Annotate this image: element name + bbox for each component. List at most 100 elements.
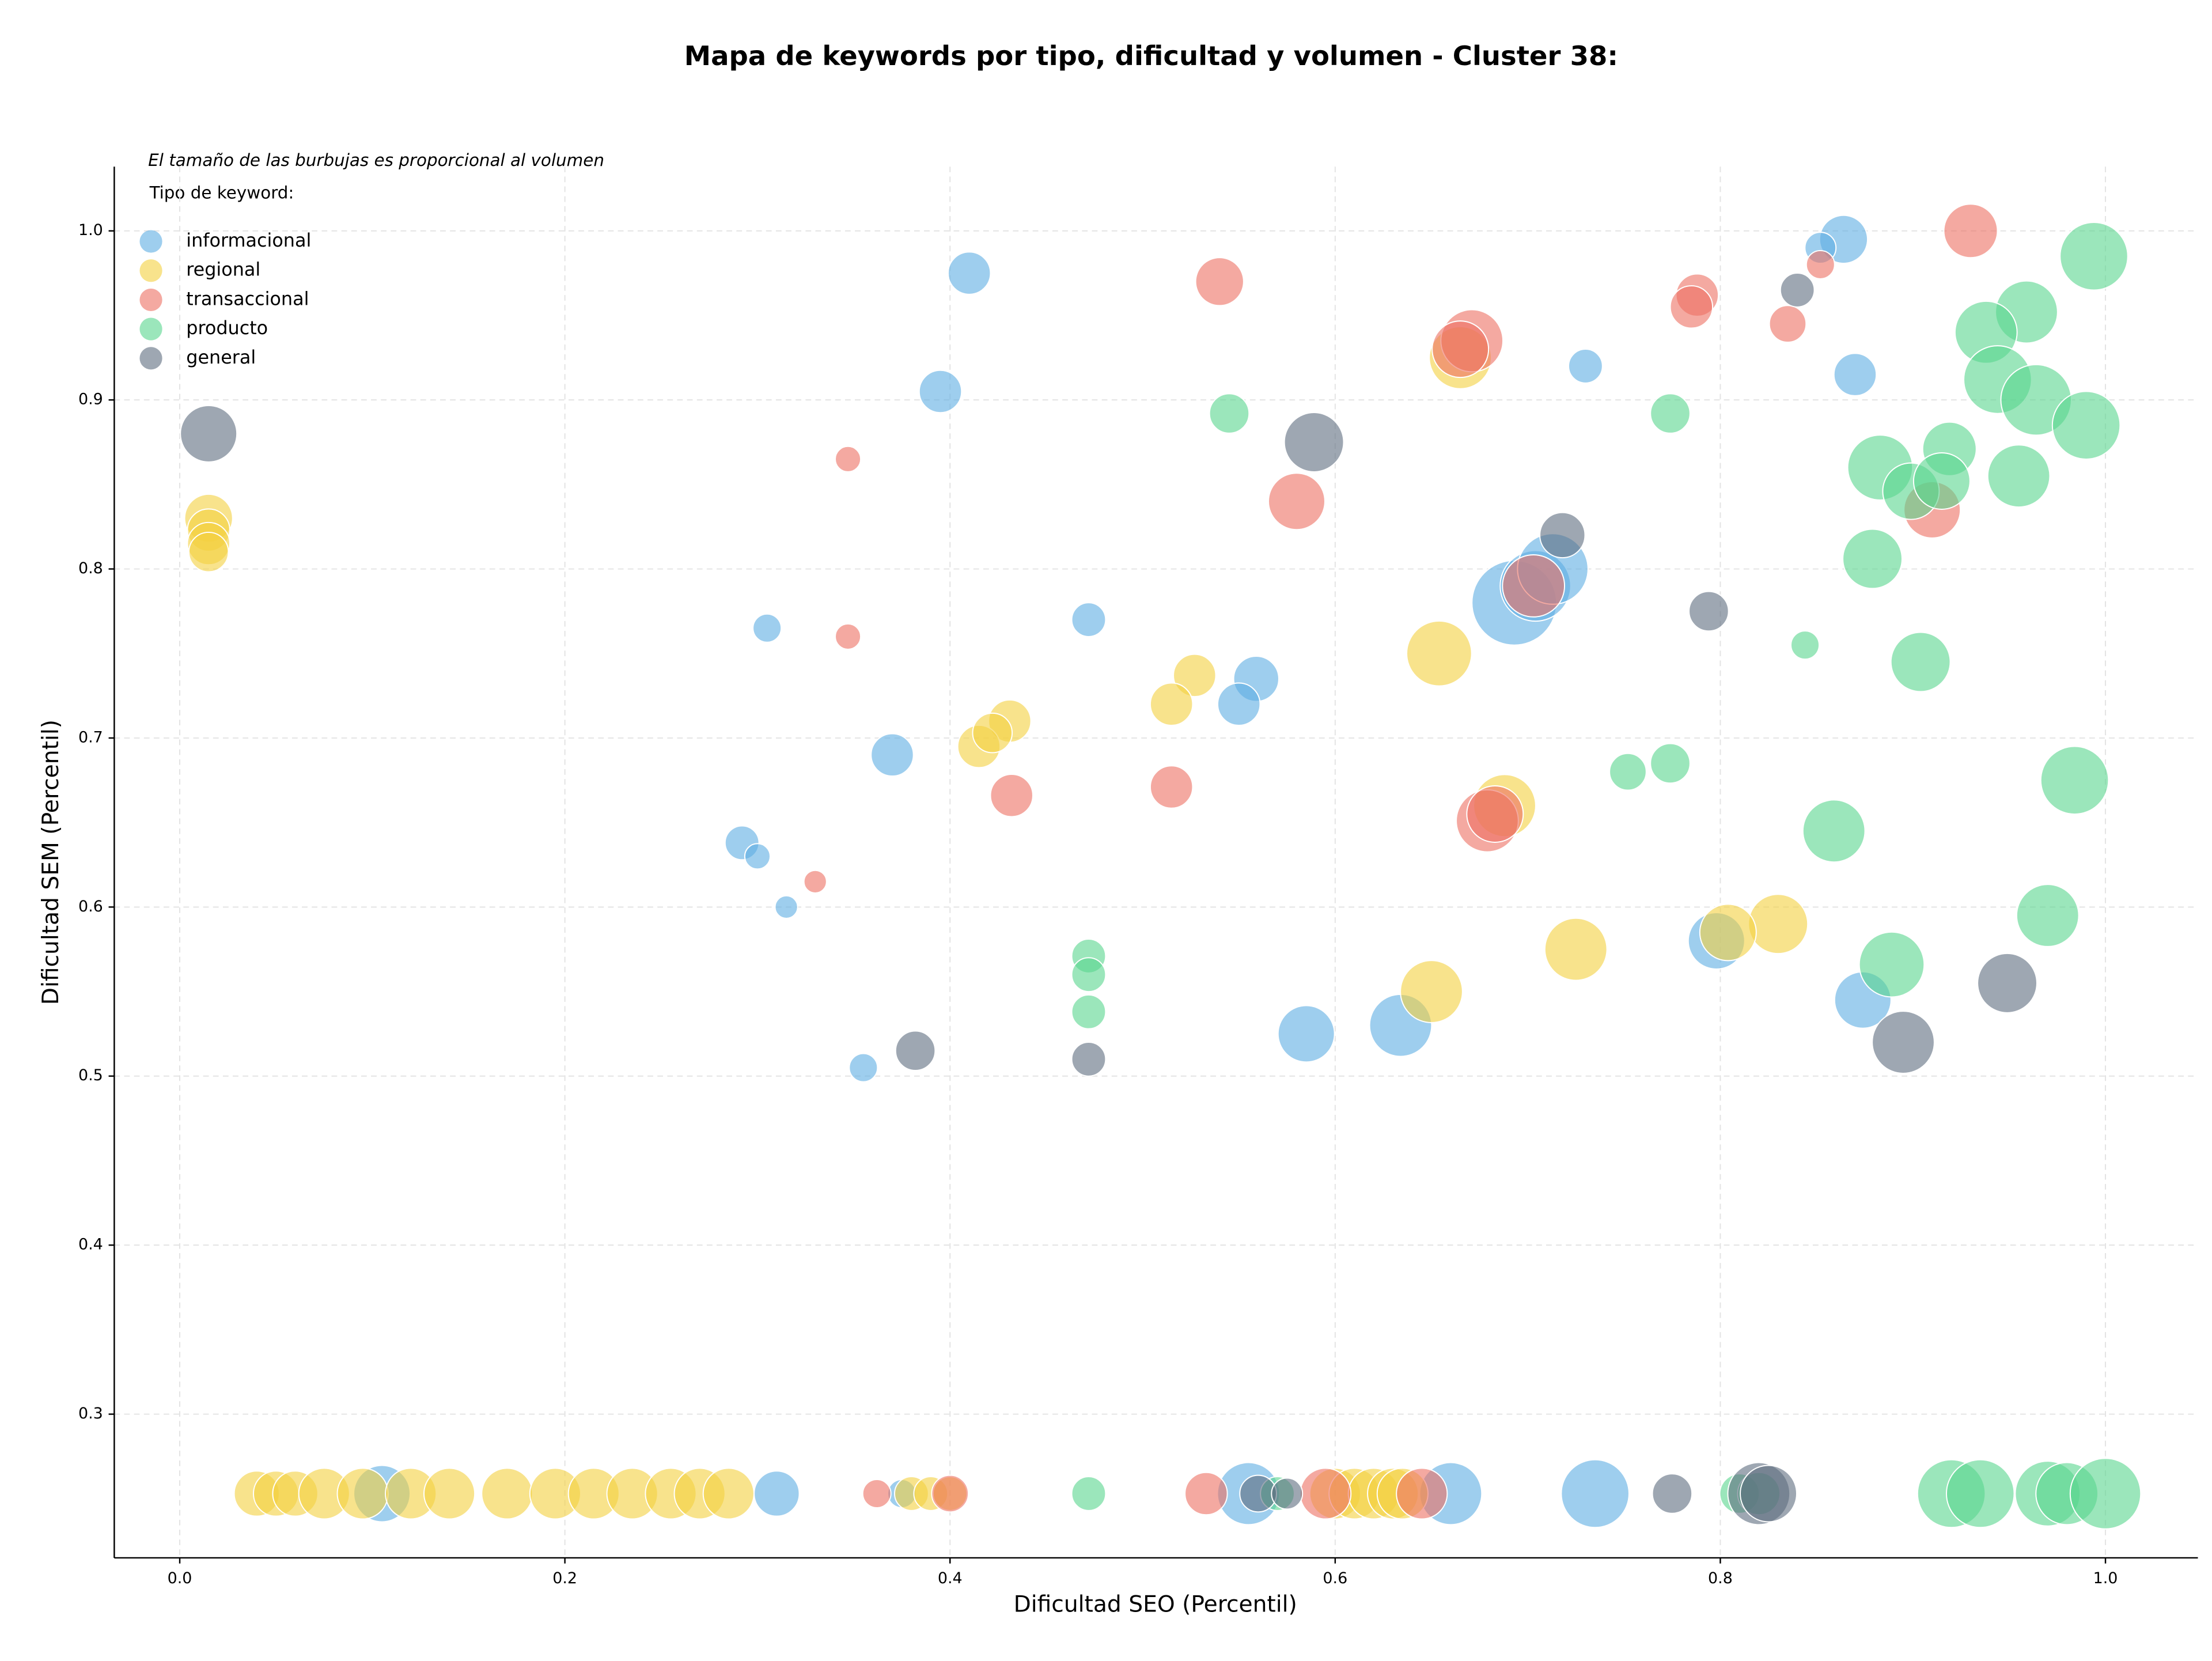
y-tick-label: 0.9 [78,391,103,408]
bubble [1669,285,1714,329]
bubble [870,733,914,777]
bubble [1071,1042,1107,1077]
bubble [481,1467,533,1520]
bubble [1790,630,1820,660]
bubble [1560,1459,1630,1528]
y-axis-label: Dificultad SEM (Percentil) [38,720,64,1005]
bubble [1209,393,1250,434]
legend-marker [139,259,162,282]
legend-label: producto [186,317,268,339]
y-tick-label: 0.4 [78,1236,103,1254]
bubble [1609,752,1647,791]
bubble [1283,412,1344,472]
bubble [2069,1458,2142,1530]
bubble [336,1467,389,1520]
x-tick-label: 0.4 [938,1569,963,1587]
bubble [2059,222,2128,291]
bubble [188,531,229,573]
bubble [1805,249,1835,279]
x-tick-label: 0.2 [552,1569,577,1587]
bubble [1768,305,1807,343]
legend: informacional regional transaccional produc… [139,229,311,370]
x-tick-label: 0.8 [1708,1569,1733,1587]
y-tick-label: 1.0 [78,221,103,239]
bubble [1184,1471,1228,1516]
grid [114,167,2198,1558]
bubble [803,869,827,894]
bubble [1872,1011,1935,1074]
bubble [774,895,798,919]
legend-marker [139,317,162,340]
bubble [895,1030,936,1072]
x-tick-label: 0.6 [1323,1569,1347,1587]
bubble [1544,917,1608,981]
bubble [1300,1467,1352,1520]
bubble [1406,620,1472,687]
bubble [1173,653,1217,698]
bubble [1195,257,1244,307]
legend-title: Tipo de keyword: [149,183,294,202]
bubble [1977,952,2037,1013]
bubble [1842,528,1903,589]
bubble [744,843,771,870]
bubble [423,1467,476,1520]
bubble [849,1053,878,1083]
bubble [1431,320,1490,379]
bubble [1740,1465,1797,1523]
bubble [1071,957,1107,993]
bubble [753,1470,800,1517]
bubble [1268,472,1325,531]
bubble [1912,452,1971,510]
bubble [1802,799,1866,863]
y-tick-label: 0.6 [78,898,103,915]
legend-label: transaccional [186,287,309,309]
bubble [1396,1467,1448,1520]
bubble [1071,994,1107,1030]
bubble [931,1474,969,1513]
bubble [1502,554,1566,618]
bubble [1650,743,1691,784]
bubble [1539,512,1586,559]
bubble [1945,1459,2015,1528]
bubble [702,1467,755,1520]
bubble [918,369,963,414]
bubble [1779,273,1815,308]
bubble [1748,894,1809,955]
y-tick-label: 0.3 [78,1405,103,1422]
x-axis-label: Dificultad SEO (Percentil) [1014,1592,1297,1618]
bubble [1277,1005,1335,1063]
bubble [1466,785,1524,843]
x-tick-label: 0.0 [168,1569,192,1587]
bubble [947,251,991,295]
annotation: El tamaño de las burbujas es proporciona… [148,150,604,170]
bubble [2040,746,2109,815]
bubble [1987,444,2051,508]
legend-marker [139,230,162,253]
bubbles [180,203,2142,1530]
bubble [2016,884,2080,947]
bubble [1217,682,1261,726]
bubble [835,445,862,472]
bubble [752,613,782,643]
bubble [1400,960,1463,1023]
bubble [1071,1476,1107,1511]
x-tick-label: 1.0 [2093,1569,2118,1587]
legend-marker [139,288,162,312]
bubble [1699,903,1757,962]
bubble [1688,591,1729,632]
bubble [180,404,238,463]
bubble [972,712,1013,754]
legend-marker [139,347,162,370]
bubble [1890,631,1951,693]
bubble [1149,682,1194,726]
bubble [1652,1473,1693,1514]
bubble [990,773,1033,818]
bubble [1943,203,1998,259]
legend-label: general [186,346,256,368]
y-tick-label: 0.7 [78,728,103,746]
bubble [1650,393,1691,434]
bubble [1071,602,1107,637]
bubble [1833,353,1877,396]
